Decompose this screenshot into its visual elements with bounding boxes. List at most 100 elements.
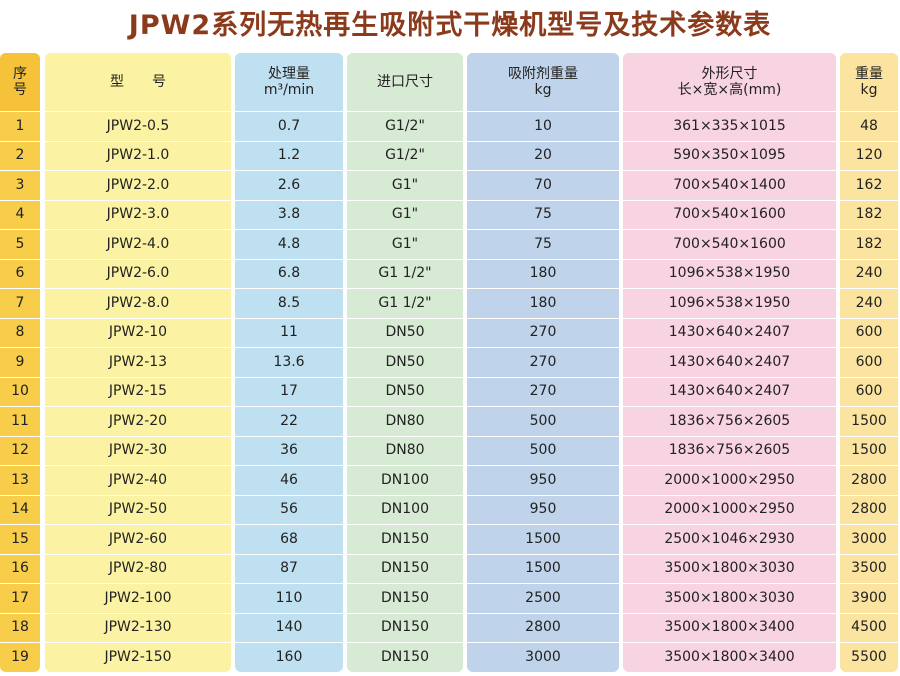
cell-weight: 48 <box>860 117 878 134</box>
cell-no: 18 <box>11 619 29 636</box>
column-flow: 处理量 m³/min 0.7 1.2 2.6 3.8 4.8 6.8 8.5 11 13.6 17 22… <box>235 53 343 672</box>
row-divider <box>347 140 463 142</box>
row-divider <box>235 199 343 201</box>
cell-adsorbent: 180 <box>529 265 557 282</box>
cell-model: JPW2-80 <box>108 560 168 577</box>
row-divider <box>623 376 836 378</box>
row-divider <box>347 288 463 289</box>
cell-flow: 87 <box>280 560 298 577</box>
cell-adsorbent: 3000 <box>525 648 561 665</box>
row-divider <box>235 642 343 643</box>
row-divider <box>235 347 343 348</box>
row-divider <box>45 140 231 142</box>
cell-no: 13 <box>11 471 29 488</box>
row-divider <box>0 435 40 437</box>
row-divider <box>0 524 40 525</box>
row-divider <box>840 229 898 230</box>
row-divider <box>840 170 898 171</box>
cell-adsorbent: 70 <box>534 176 552 193</box>
cell-inlet: G1/2" <box>385 117 425 134</box>
cell-adsorbent: 950 <box>529 501 557 518</box>
cell-dims: 3500×1800×3030 <box>664 560 795 577</box>
row-divider <box>235 317 343 319</box>
row-divider <box>45 347 231 348</box>
row-divider <box>0 288 40 289</box>
cell-inlet: DN80 <box>385 442 425 459</box>
cell-inlet: DN150 <box>381 589 429 606</box>
row-divider <box>347 612 463 614</box>
row-divider <box>467 347 619 348</box>
row-divider <box>235 612 343 614</box>
cell-dims: 590×350×1095 <box>673 147 786 164</box>
row-divider <box>623 406 836 407</box>
row-divider <box>467 140 619 142</box>
header-no: 序号 <box>0 53 40 111</box>
row-divider <box>0 376 40 378</box>
cell-model: JPW2-40 <box>108 471 168 488</box>
row-divider <box>840 612 898 614</box>
row-divider <box>623 170 836 171</box>
row-divider <box>840 199 898 201</box>
row-divider <box>347 347 463 348</box>
cell-model: JPW2-0.5 <box>106 117 170 134</box>
cell-weight: 120 <box>855 147 883 164</box>
header-line: m³/min <box>263 82 315 98</box>
row-divider <box>347 376 463 378</box>
row-divider <box>45 229 231 230</box>
row-divider <box>235 170 343 171</box>
cell-weight: 600 <box>855 383 883 400</box>
row-divider <box>623 524 836 525</box>
header-line: 外形尺寸 <box>701 66 758 82</box>
cell-adsorbent: 180 <box>529 294 557 311</box>
cell-model: JPW2-2.0 <box>106 176 170 193</box>
cell-no: 6 <box>15 265 25 282</box>
row-divider <box>0 465 40 466</box>
cell-model: JPW2-1.0 <box>106 147 170 164</box>
row-divider <box>235 258 343 260</box>
row-divider <box>347 642 463 643</box>
cell-no: 11 <box>11 412 29 429</box>
row-divider <box>0 170 40 171</box>
row-divider <box>45 612 231 614</box>
cell-no: 5 <box>15 235 25 252</box>
cell-inlet: G1" <box>391 206 419 223</box>
row-divider <box>623 258 836 260</box>
cell-adsorbent: 270 <box>529 353 557 370</box>
cell-model: JPW2-130 <box>104 619 172 636</box>
row-divider <box>0 583 40 584</box>
cell-no: 10 <box>11 383 29 400</box>
cell-flow: 3.8 <box>277 206 301 223</box>
header-weight: 重量 kg <box>840 53 898 111</box>
header-line: 长×宽×高(mm) <box>677 82 782 98</box>
row-divider <box>623 494 836 496</box>
cell-dims: 1096×538×1950 <box>668 265 791 282</box>
cell-inlet: G1" <box>391 176 419 193</box>
cell-dims: 3500×1800×3400 <box>664 619 795 636</box>
row-divider <box>347 553 463 555</box>
row-divider <box>235 435 343 437</box>
row-divider <box>347 111 463 112</box>
cell-no: 4 <box>15 206 25 223</box>
cell-weight: 3500 <box>851 560 887 577</box>
cell-weight: 162 <box>855 176 883 193</box>
row-divider <box>45 258 231 260</box>
cell-weight: 182 <box>855 235 883 252</box>
cell-model: JPW2-6.0 <box>106 265 170 282</box>
cell-dims: 3500×1800×3400 <box>664 648 795 665</box>
cell-model: JPW2-8.0 <box>106 294 170 311</box>
row-divider <box>45 553 231 555</box>
header-line: kg <box>860 82 878 98</box>
cell-adsorbent: 75 <box>534 235 552 252</box>
row-divider <box>840 111 898 112</box>
row-divider <box>235 229 343 230</box>
cell-inlet: DN50 <box>385 324 425 341</box>
cell-weight: 5500 <box>851 648 887 665</box>
cell-weight: 240 <box>855 294 883 311</box>
row-divider <box>467 199 619 201</box>
cell-no: 15 <box>11 530 29 547</box>
row-divider <box>623 111 836 112</box>
cell-adsorbent: 270 <box>529 324 557 341</box>
cell-adsorbent: 500 <box>529 412 557 429</box>
cell-inlet: DN80 <box>385 412 425 429</box>
cell-flow: 110 <box>275 589 303 606</box>
